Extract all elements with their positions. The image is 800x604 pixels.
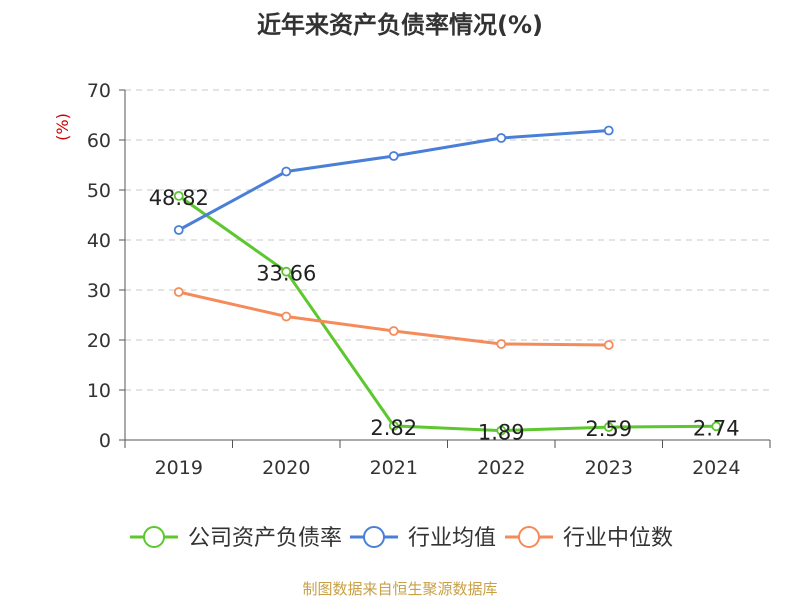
x-tick-label: 2020 (262, 457, 310, 479)
series-point-2 (281, 166, 292, 177)
x-tick-label: 2019 (155, 457, 203, 479)
y-tick-label: 50 (87, 180, 111, 202)
source-note: 制图数据来自恒生聚源数据库 (302, 580, 497, 598)
data-label-layer: 48.82 33.66 2.82 1.89 2.59 2.74 (149, 186, 740, 445)
x-tick-label: 2024 (692, 457, 740, 479)
series-line-3 (178, 290, 609, 347)
series-point-3 (496, 339, 507, 349)
legend-marker-3 (518, 526, 540, 548)
x-tick-label: 2021 (370, 457, 418, 479)
data-label: 1.89 (478, 421, 525, 445)
series-line-2 (178, 129, 609, 232)
data-label: 48.82 (149, 186, 209, 210)
series-point-1 (388, 420, 399, 431)
y-tick-label: 0 (99, 430, 111, 452)
y-tick-label: 60 (87, 130, 111, 152)
series-point-1 (603, 422, 614, 432)
series-point-1 (711, 421, 722, 432)
series-point-2 (496, 133, 507, 143)
data-label: 2.59 (585, 417, 632, 441)
x-tick-label: 2023 (585, 457, 633, 479)
series-point-3 (388, 326, 399, 336)
y-tick-label: 10 (87, 380, 111, 402)
series-point-2 (603, 125, 614, 136)
data-label: 2.82 (370, 416, 417, 440)
y-tick-label: 20 (87, 330, 111, 352)
series-point-3 (281, 311, 292, 322)
grid-layer (125, 89, 770, 391)
y-tick-label: 70 (87, 80, 111, 102)
legend-marker-1 (143, 526, 165, 548)
chart-title: 近年来资产负债率情况(%) (257, 11, 543, 39)
axis-layer: 0 10 20 30 40 50 60 70 2019 2020 2021 2022 2023 2024 (87, 80, 771, 479)
y-tick-label: 40 (87, 230, 111, 252)
legend-label-3: 行业中位数 (563, 526, 673, 551)
series-layer (173, 125, 722, 436)
series-point-2 (173, 225, 184, 235)
data-label: 33.66 (256, 262, 316, 286)
series-point-1 (281, 266, 292, 277)
series-point-2 (388, 151, 399, 161)
y-tick-label: 30 (87, 280, 111, 302)
legend: 公司资产负债率 行业均值 行业中位数 (130, 526, 673, 551)
data-label: 2.74 (693, 416, 740, 440)
legend-label-2: 行业均值 (408, 526, 496, 551)
series-point-1 (496, 425, 507, 436)
legend-marker-2 (363, 526, 385, 548)
series-point-1 (173, 190, 184, 201)
y-axis-label: (%) (53, 113, 72, 141)
series-point-3 (603, 340, 614, 350)
legend-label-1: 公司资产负债率 (188, 526, 342, 551)
series-point-3 (173, 287, 184, 297)
series-line-1 (177, 194, 717, 433)
x-tick-label: 2022 (477, 457, 525, 479)
